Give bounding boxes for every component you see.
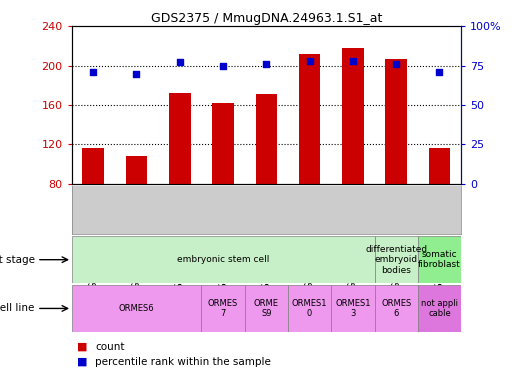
Text: ORMES1
3: ORMES1 3 bbox=[335, 299, 370, 318]
Text: ORME
S9: ORME S9 bbox=[254, 299, 279, 318]
Bar bbox=[126, 156, 147, 184]
Text: percentile rank within the sample: percentile rank within the sample bbox=[95, 357, 271, 367]
Bar bbox=[375, 236, 418, 283]
Text: count: count bbox=[95, 342, 125, 352]
Bar bbox=[169, 93, 191, 184]
Bar bbox=[255, 94, 277, 184]
Bar bbox=[418, 236, 461, 283]
Text: differentiated
embryoid
bodies: differentiated embryoid bodies bbox=[365, 245, 427, 274]
Text: development stage: development stage bbox=[0, 255, 35, 265]
Point bbox=[132, 70, 141, 76]
Point bbox=[305, 58, 314, 64]
Bar bbox=[72, 285, 201, 332]
Bar bbox=[288, 285, 331, 332]
Point bbox=[262, 61, 270, 67]
Text: not appli
cable: not appli cable bbox=[421, 299, 458, 318]
Point bbox=[219, 63, 227, 69]
Point bbox=[175, 60, 184, 66]
Bar bbox=[72, 236, 375, 283]
Text: ■: ■ bbox=[77, 342, 87, 352]
Bar bbox=[299, 54, 321, 184]
Bar bbox=[375, 285, 418, 332]
Bar bbox=[201, 285, 245, 332]
Text: cell line: cell line bbox=[0, 303, 35, 313]
Text: ORMES
6: ORMES 6 bbox=[381, 299, 411, 318]
Bar bbox=[429, 148, 450, 184]
Text: somatic
fibroblast: somatic fibroblast bbox=[418, 250, 461, 269]
Point bbox=[89, 69, 98, 75]
Bar bbox=[212, 103, 234, 184]
Text: embryonic stem cell: embryonic stem cell bbox=[177, 255, 269, 264]
Bar bbox=[245, 285, 288, 332]
Bar bbox=[385, 59, 407, 184]
Text: ORMES1
0: ORMES1 0 bbox=[292, 299, 328, 318]
Point bbox=[349, 58, 357, 64]
Text: ■: ■ bbox=[77, 357, 87, 367]
Bar bbox=[342, 48, 364, 184]
Bar bbox=[82, 148, 104, 184]
Text: ORMES
7: ORMES 7 bbox=[208, 299, 238, 318]
Point bbox=[435, 69, 444, 75]
Bar bbox=[418, 285, 461, 332]
Point bbox=[392, 61, 401, 67]
Text: ORMES6: ORMES6 bbox=[119, 304, 154, 313]
Title: GDS2375 / MmugDNA.24963.1.S1_at: GDS2375 / MmugDNA.24963.1.S1_at bbox=[151, 12, 382, 25]
Bar bbox=[331, 285, 375, 332]
